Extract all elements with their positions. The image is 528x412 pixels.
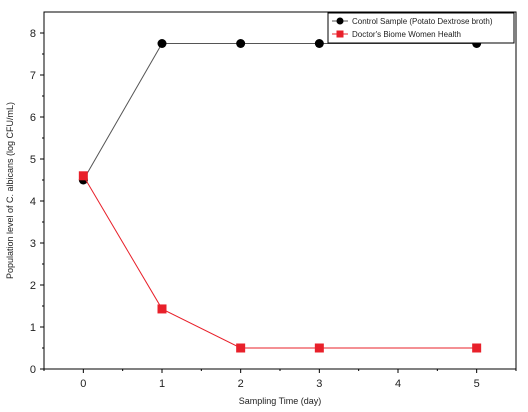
legend: Control Sample (Potato Dextrose broth) Do… bbox=[327, 12, 515, 44]
series-line bbox=[82, 175, 477, 349]
series-line bbox=[82, 43, 477, 181]
data-point bbox=[314, 343, 324, 353]
data-point bbox=[78, 171, 88, 181]
legend-label: Control Sample (Potato Dextrose broth) bbox=[352, 17, 493, 26]
series-layer bbox=[78, 39, 482, 353]
data-point bbox=[236, 343, 246, 353]
series-1 bbox=[78, 171, 482, 353]
x-tick-label: 3 bbox=[316, 378, 322, 390]
y-tick-label: 3 bbox=[30, 238, 36, 250]
legend-box bbox=[327, 12, 515, 44]
y-axis-title: Population level of C. albicans (log CFU… bbox=[5, 102, 15, 279]
series-0 bbox=[78, 39, 482, 185]
plot-frame bbox=[43, 11, 517, 370]
data-point bbox=[157, 304, 167, 314]
y-tick-label: 5 bbox=[30, 154, 36, 166]
y-axis: 0 1 2 3 4 5 6 7 8 bbox=[30, 28, 44, 376]
data-point bbox=[314, 39, 324, 48]
data-point bbox=[157, 39, 167, 48]
x-tick-label: 5 bbox=[474, 378, 480, 390]
data-point bbox=[236, 39, 246, 48]
legend-label: Doctor's Biome Women Health bbox=[352, 30, 461, 39]
data-point bbox=[472, 343, 482, 353]
legend-item: Control Sample (Potato Dextrose broth) bbox=[332, 17, 493, 26]
y-tick-label: 8 bbox=[30, 28, 36, 40]
x-tick-label: 4 bbox=[395, 378, 401, 390]
legend-item: Doctor's Biome Women Health bbox=[332, 30, 461, 39]
x-tick-label: 2 bbox=[238, 378, 244, 390]
x-axis: 0 1 2 3 4 5 bbox=[43, 369, 517, 390]
y-tick-label: 0 bbox=[30, 364, 36, 376]
legend-marker bbox=[336, 30, 344, 38]
x-axis-title: Sampling Time (day) bbox=[239, 396, 322, 406]
y-tick-label: 7 bbox=[30, 70, 36, 82]
x-tick-label: 1 bbox=[159, 378, 165, 390]
y-tick-label: 4 bbox=[30, 196, 36, 208]
y-tick-label: 1 bbox=[30, 322, 36, 334]
y-tick-label: 2 bbox=[30, 280, 36, 292]
legend-marker bbox=[336, 17, 344, 25]
y-tick-label: 6 bbox=[30, 112, 36, 124]
x-tick-label: 0 bbox=[80, 378, 86, 390]
